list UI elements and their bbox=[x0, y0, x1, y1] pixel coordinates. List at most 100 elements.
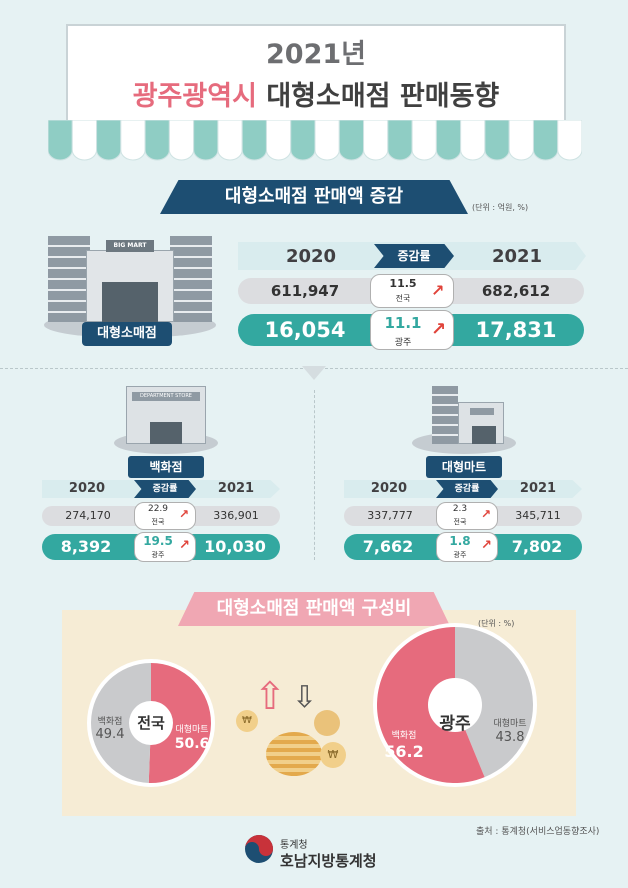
gwangju-2021-value: 17,831 bbox=[475, 318, 557, 342]
sales-table-dept: 2020 증감률 2021 274,170 336,901 8,392 10,0… bbox=[42, 478, 280, 562]
awning-stripe bbox=[435, 120, 462, 161]
unit-label: (단위 : 억원, %) bbox=[472, 203, 529, 212]
awning-stripe bbox=[193, 120, 219, 161]
gwangju-2021-value: 7,802 bbox=[511, 537, 563, 556]
national-rate-value: 2.3 bbox=[452, 504, 468, 514]
national-mart-value: 50.6 bbox=[174, 736, 210, 752]
big-mart-illustration: BIG MART 대형소매점 bbox=[40, 232, 220, 350]
awning-stripe bbox=[71, 120, 98, 161]
gwangju-region-label: 광주 bbox=[394, 338, 412, 348]
gwangju-dept-label: 백화점 bbox=[391, 731, 417, 741]
national-rate-box: 2.3 전국 ↗ bbox=[436, 502, 498, 530]
pie-slice-mart bbox=[455, 627, 533, 778]
awning-stripe bbox=[241, 120, 267, 161]
rate-label-tag: 증감률 bbox=[436, 480, 498, 498]
year-2021-label: 2021 bbox=[519, 481, 557, 496]
awning-stripe bbox=[168, 120, 195, 161]
increase-arrow-icon: ↗ bbox=[179, 538, 190, 553]
awning-stripe bbox=[120, 120, 146, 161]
increase-arrow-icon: ↗ bbox=[431, 319, 447, 340]
store-label-big-mart: 대형소매점 bbox=[82, 322, 172, 346]
arrow-up-icon: ⇧ bbox=[254, 674, 286, 718]
sales-table-total: 2020 증감률 2021 611,947 682,612 16,054 17,… bbox=[236, 240, 586, 350]
increase-arrow-icon: ↗ bbox=[179, 507, 190, 521]
source-note: 출처 : 통계청(서비스업동향조사) bbox=[476, 827, 600, 837]
awning-stripe bbox=[265, 120, 292, 161]
awning-stripe bbox=[290, 120, 316, 161]
store-label-dept: 백화점 bbox=[128, 456, 204, 478]
national-rate-box: 11.5 전국 ↗ bbox=[370, 274, 454, 308]
gwangju-rate-box: 11.1 광주 ↗ bbox=[370, 310, 454, 350]
increase-arrow-icon: ↗ bbox=[431, 281, 445, 300]
large-mart-illustration bbox=[410, 382, 518, 472]
sales-table-mart: 2020 증감률 2021 337,777 345,711 7,662 7,80… bbox=[344, 478, 582, 562]
national-region-label: 전국 bbox=[395, 294, 411, 303]
awning-stripe bbox=[338, 120, 365, 161]
gwangju-pie-center-label: 광주 bbox=[439, 714, 471, 734]
national-rate-value: 22.9 bbox=[147, 504, 169, 514]
title-board: 2021년 광주광역시 대형소매점 판매동향 bbox=[66, 24, 566, 124]
store-label-mart: 대형마트 bbox=[426, 456, 502, 478]
awning-stripe bbox=[387, 120, 413, 161]
money-shopping-illustration: ⇧ ⇩ ₩ ₩ bbox=[236, 660, 366, 784]
awning-stripe bbox=[314, 120, 340, 161]
awning-stripe bbox=[363, 120, 389, 161]
awning-stripe bbox=[460, 120, 486, 161]
year-2020-label: 2020 bbox=[370, 481, 408, 496]
gwangju-composition-pie bbox=[373, 623, 537, 787]
national-2021-value: 682,612 bbox=[481, 282, 551, 300]
arrow-down-icon: ⇩ bbox=[292, 680, 318, 715]
title-main: 광주광역시 대형소매점 판매동향 bbox=[68, 74, 564, 113]
gwangju-rate-box: 19.5 광주 ↗ bbox=[134, 532, 196, 562]
gwangju-rate-box: 1.8 광주 ↗ bbox=[436, 532, 498, 562]
gwangju-region-label: 광주 bbox=[453, 551, 467, 559]
gwangju-rate-value: 19.5 bbox=[143, 534, 173, 548]
title-rest: 대형소매점 판매동향 bbox=[266, 81, 500, 112]
gwangju-region-label: 광주 bbox=[151, 551, 165, 559]
year-2020-label: 2020 bbox=[68, 481, 106, 496]
gwangju-rate-value: 1.8 bbox=[449, 534, 471, 548]
gwangju-dept-value: 56.2 bbox=[384, 742, 424, 761]
column-divider bbox=[314, 390, 315, 560]
awning-stripe bbox=[96, 120, 122, 161]
gwangju-2021-value: 10,030 bbox=[204, 537, 266, 556]
national-2020-value: 337,777 bbox=[367, 509, 413, 522]
national-2021-value: 345,711 bbox=[515, 509, 561, 522]
national-2021-value: 336,901 bbox=[213, 509, 259, 522]
gwangju-rate-value: 11.1 bbox=[384, 314, 422, 332]
year-2020-label: 2020 bbox=[285, 246, 337, 267]
taegeuk-logo-icon bbox=[245, 835, 273, 863]
rate-label-tag: 증감률 bbox=[134, 480, 196, 498]
section-heading-sales-change: 대형소매점 판매액 증감 bbox=[160, 180, 468, 214]
dept-sign: DEPARTMENT STORE bbox=[132, 392, 200, 401]
national-dept-label: 백화점 bbox=[97, 717, 123, 727]
awning-stripe bbox=[217, 120, 243, 161]
mart-sign: BIG MART bbox=[106, 240, 154, 252]
awning-stripe bbox=[532, 120, 559, 161]
increase-arrow-icon: ↗ bbox=[481, 538, 492, 553]
pie-slice-mart bbox=[148, 663, 211, 783]
gwangju-mart-label: 대형마트 bbox=[493, 719, 527, 729]
year-2021-label: 2021 bbox=[491, 246, 543, 267]
national-2020-value: 274,170 bbox=[65, 509, 111, 522]
gwangju-mart-value: 43.8 bbox=[495, 730, 525, 745]
unit-label: (단위 : %) bbox=[478, 619, 515, 628]
title-year: 2021년 bbox=[266, 39, 366, 70]
national-dept-value: 49.4 bbox=[95, 727, 125, 742]
awning-stripe bbox=[48, 120, 73, 161]
rate-label-tag: 증감률 bbox=[374, 244, 454, 268]
gwangju-2020-value: 16,054 bbox=[264, 318, 346, 342]
awning-stripe bbox=[484, 120, 510, 161]
awning-stripe bbox=[508, 120, 534, 161]
down-chevron-icon bbox=[302, 366, 326, 380]
national-pie-center-label: 전국 bbox=[137, 714, 165, 732]
title-highlight: 광주광역시 bbox=[132, 81, 257, 112]
gwangju-2020-value: 7,662 bbox=[362, 537, 414, 556]
increase-arrow-icon: ↗ bbox=[481, 507, 492, 521]
year-2021-label: 2021 bbox=[217, 481, 255, 496]
awning-stripe bbox=[557, 120, 582, 161]
national-rate-box: 22.9 전국 ↗ bbox=[134, 502, 196, 530]
department-store-illustration: DEPARTMENT STORE bbox=[112, 382, 220, 472]
national-region-label: 전국 bbox=[453, 518, 467, 526]
national-2020-value: 611,947 bbox=[270, 282, 340, 300]
